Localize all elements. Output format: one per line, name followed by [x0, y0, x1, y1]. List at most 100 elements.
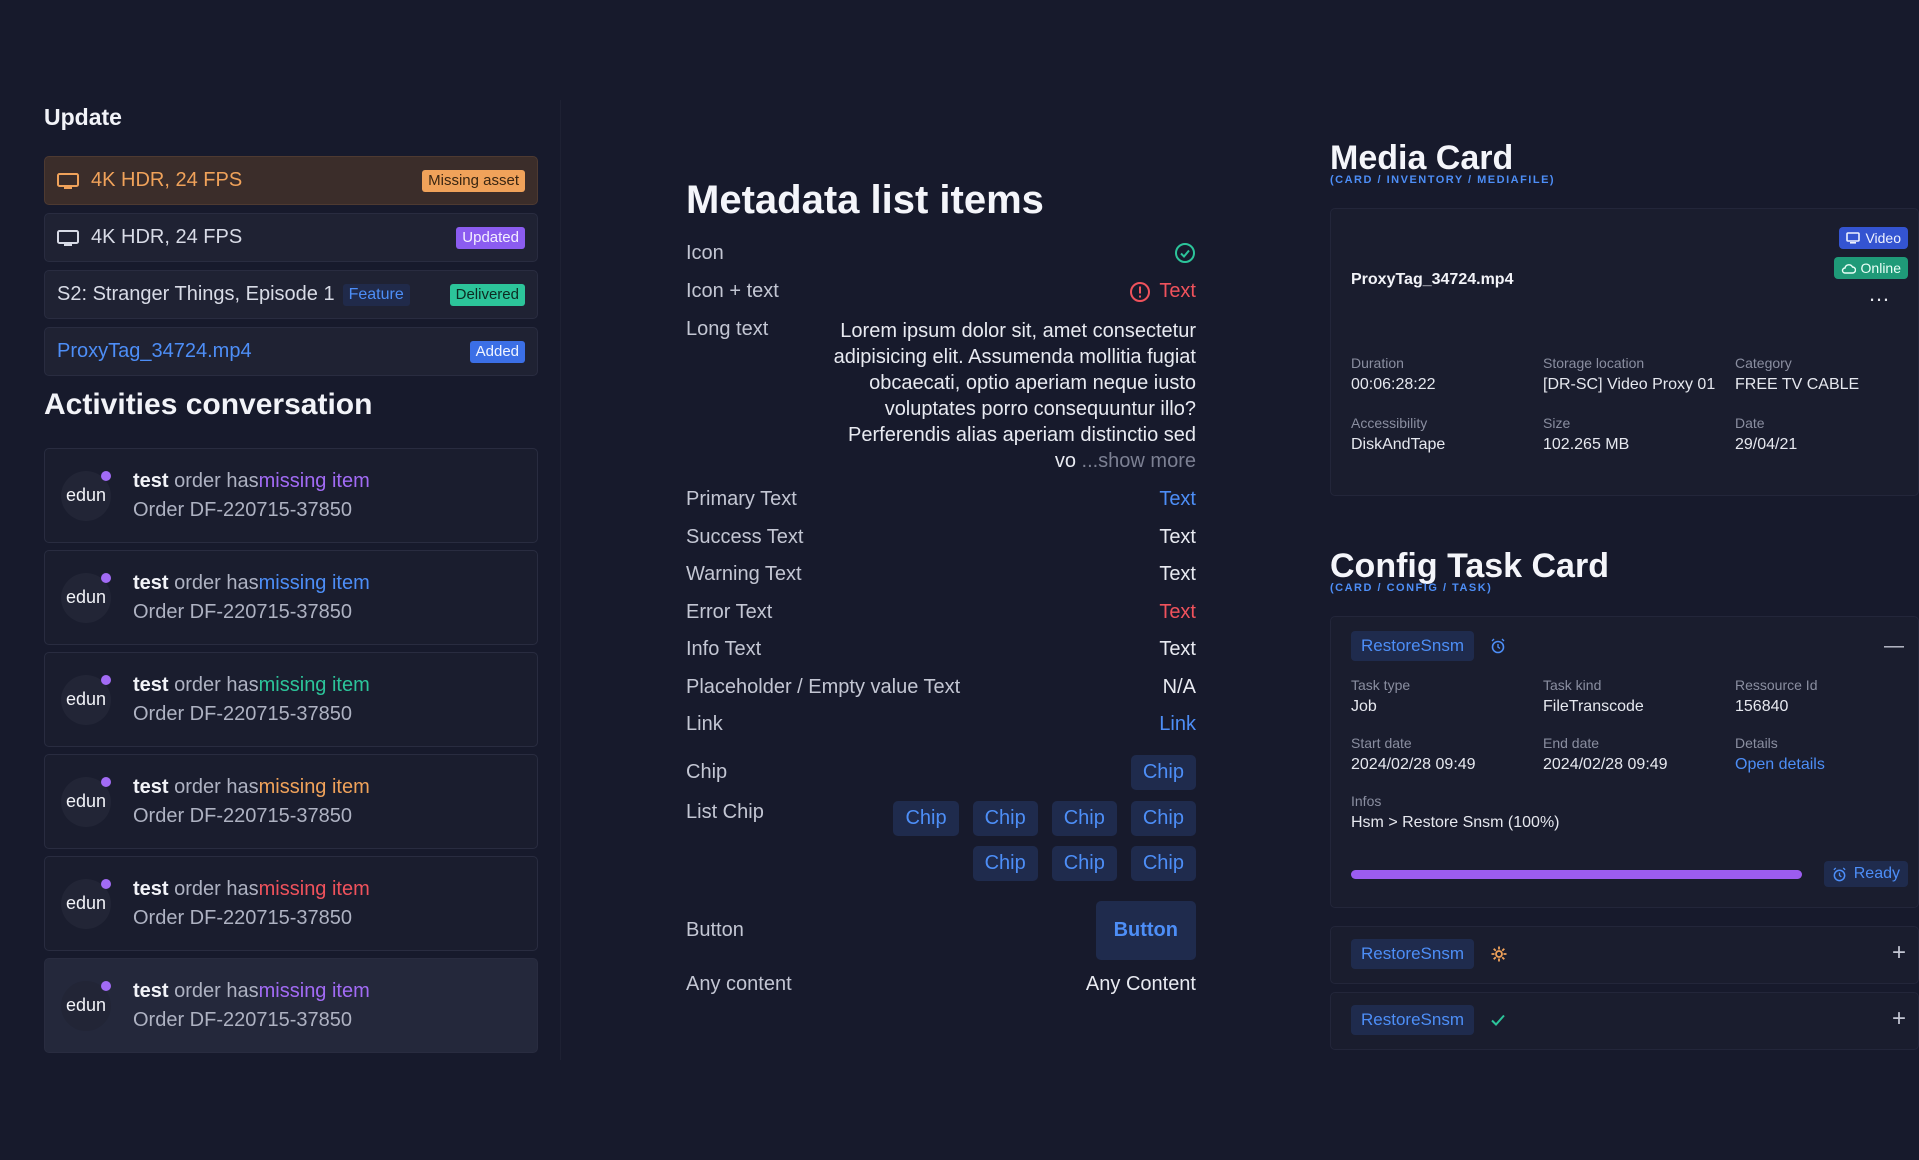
update-row-added[interactable]: ProxyTag_34724.mp4 Added	[44, 327, 538, 376]
config-card-subtitle: (CARD / CONFIG / TASK)	[1330, 582, 1493, 594]
expand-button[interactable]: +	[1891, 1005, 1906, 1032]
activity-card[interactable]: edun test order hasmissing item Order DF…	[44, 958, 538, 1053]
config-task-card-expanded[interactable]: RestoreSnsm — Task type Job Task kind File…	[1330, 616, 1919, 908]
update-row-label: 4K HDR, 24 FPS	[91, 226, 243, 248]
meta-label: Primary Text	[686, 488, 797, 510]
status-badge: Updated	[456, 226, 525, 249]
meta-value: Lorem ipsum dolor sit, amet consectetur …	[833, 320, 1196, 472]
task-name-chip[interactable]: RestoreSnsm	[1351, 939, 1474, 969]
cards-column: Media Card (CARD / INVENTORY / MEDIAFILE…	[1330, 140, 1919, 1050]
field-label: Ressource Id	[1735, 677, 1818, 693]
chip[interactable]: Chip	[972, 846, 1038, 881]
meta-row-placeholder: Placeholder / Empty value Text N/A	[686, 676, 1196, 713]
more-menu-button[interactable]: …	[1868, 281, 1890, 306]
field-value: 102.265 MB	[1543, 436, 1630, 453]
cloud-icon	[1841, 263, 1856, 274]
update-row-label: 4K HDR, 24 FPS	[91, 169, 243, 191]
chip[interactable]: Chip	[1130, 801, 1196, 836]
field-value: 2024/02/28 09:49	[1543, 756, 1668, 773]
meta-row-chip: Chip Chip	[686, 751, 1196, 793]
meta-row-icon: Icon	[686, 242, 1196, 280]
config-task-card-collapsed[interactable]: RestoreSnsm +	[1330, 926, 1919, 984]
check-icon	[1491, 1014, 1505, 1026]
field-label: Infos	[1351, 793, 1382, 809]
activity-message: test order hasmissing item	[133, 877, 370, 900]
field-label: Size	[1543, 415, 1571, 431]
status-badge: Added	[469, 340, 525, 363]
activity-card[interactable]: edun test order hasmissing item Order DF…	[44, 856, 538, 951]
monitor-icon	[57, 172, 79, 189]
activity-card[interactable]: edun test order hasmissing item Order DF…	[44, 754, 538, 849]
meta-label: Long text	[686, 318, 769, 340]
alert-circle-icon	[1130, 281, 1151, 302]
status-badge: Missing asset	[422, 169, 525, 192]
activity-card[interactable]: edun test order hasmissing item Order DF…	[44, 652, 538, 747]
open-details-link[interactable]: Open details	[1735, 756, 1825, 773]
chip[interactable]: Chip	[1130, 754, 1196, 790]
activity-message: test order hasmissing item	[133, 979, 370, 1002]
meta-row-success: Success Text Text	[686, 526, 1196, 563]
unread-dot	[101, 980, 111, 991]
link[interactable]: Link	[1159, 713, 1196, 735]
task-name-chip[interactable]: RestoreSnsm	[1351, 1005, 1474, 1035]
activity-card[interactable]: edun test order hasmissing item Order DF…	[44, 448, 538, 543]
meta-label: List Chip	[686, 801, 764, 823]
show-more-link[interactable]: ...show more	[1081, 450, 1196, 472]
file-link[interactable]: ProxyTag_34724.mp4	[57, 340, 252, 362]
media-fields: Duration 00:06:28:22 Storage location [DR-…	[1351, 355, 1911, 455]
status-badge: Delivered	[449, 283, 525, 306]
activity-order: Order DF-220715-37850	[133, 600, 353, 623]
task-name-chip[interactable]: RestoreSnsm	[1351, 631, 1474, 661]
chip[interactable]: Chip	[893, 801, 959, 836]
chip[interactable]: Chip	[1130, 846, 1196, 881]
update-title: Update	[44, 104, 122, 130]
field-label: Date	[1735, 415, 1765, 431]
chip[interactable]: Chip	[972, 801, 1038, 836]
meta-label: Placeholder / Empty value Text	[686, 676, 961, 698]
meta-row-primary: Primary Text Text	[686, 488, 1196, 526]
config-task-card-collapsed[interactable]: RestoreSnsm +	[1330, 992, 1919, 1050]
activity-order: Order DF-220715-37850	[133, 498, 353, 521]
avatar: edun	[61, 980, 111, 1031]
field-label: Start date	[1351, 735, 1412, 751]
media-card[interactable]: Video Online … ProxyTag_34724.mp4 Durati…	[1330, 208, 1919, 496]
check-circle-icon	[1175, 243, 1195, 263]
unread-dot	[101, 572, 111, 583]
avatar: edun	[61, 572, 111, 623]
field-label: Task type	[1351, 677, 1411, 693]
update-row-delivered[interactable]: S2: Stranger Things, Episode 1 Feature D…	[44, 270, 538, 319]
activity-order: Order DF-220715-37850	[133, 702, 353, 725]
meta-value: Any Content	[1085, 973, 1196, 995]
field-label: Category	[1735, 355, 1792, 371]
meta-row-link: Link Link	[686, 713, 1196, 751]
metadata-column: Metadata list items Icon Icon + text Tex…	[686, 178, 1196, 1013]
update-row-missing[interactable]: 4K HDR, 24 FPS Missing asset	[44, 156, 538, 205]
unread-dot	[101, 878, 111, 889]
meta-label: Link	[686, 713, 723, 735]
unread-dot	[101, 776, 111, 787]
activity-message: test order hasmissing item	[133, 571, 370, 594]
activity-message: test order hasmissing item	[133, 673, 370, 696]
avatar: edun	[61, 776, 111, 827]
meta-row-info: Info Text Text	[686, 638, 1196, 676]
meta-value: Text	[1159, 526, 1196, 548]
expand-button[interactable]: +	[1891, 939, 1906, 966]
field-label: End date	[1543, 735, 1600, 751]
update-row-updated[interactable]: 4K HDR, 24 FPS Updated	[44, 213, 538, 262]
activities-list: edun test order hasmissing item Order DF…	[44, 448, 538, 1053]
activity-card[interactable]: edun test order hasmissing item Order DF…	[44, 550, 538, 645]
activity-message: test order hasmissing item	[133, 775, 370, 798]
meta-label: Button	[686, 918, 744, 941]
avatar: edun	[61, 674, 111, 725]
monitor-icon	[1846, 232, 1861, 244]
chip[interactable]: Chip	[1051, 801, 1117, 836]
primary-button[interactable]: Button	[1095, 900, 1196, 960]
chip[interactable]: Chip	[1051, 846, 1117, 881]
meta-label: Info Text	[686, 638, 762, 660]
meta-row-any: Any content Any Content	[686, 973, 1196, 1013]
metadata-title: Metadata list items	[686, 178, 1044, 222]
meta-row-button: Button Button	[686, 897, 1196, 963]
collapse-button[interactable]: —	[1884, 635, 1904, 657]
meta-row-long-text: Long text Lorem ipsum dolor sit, amet co…	[686, 318, 1196, 488]
activity-order: Order DF-220715-37850	[133, 804, 353, 827]
